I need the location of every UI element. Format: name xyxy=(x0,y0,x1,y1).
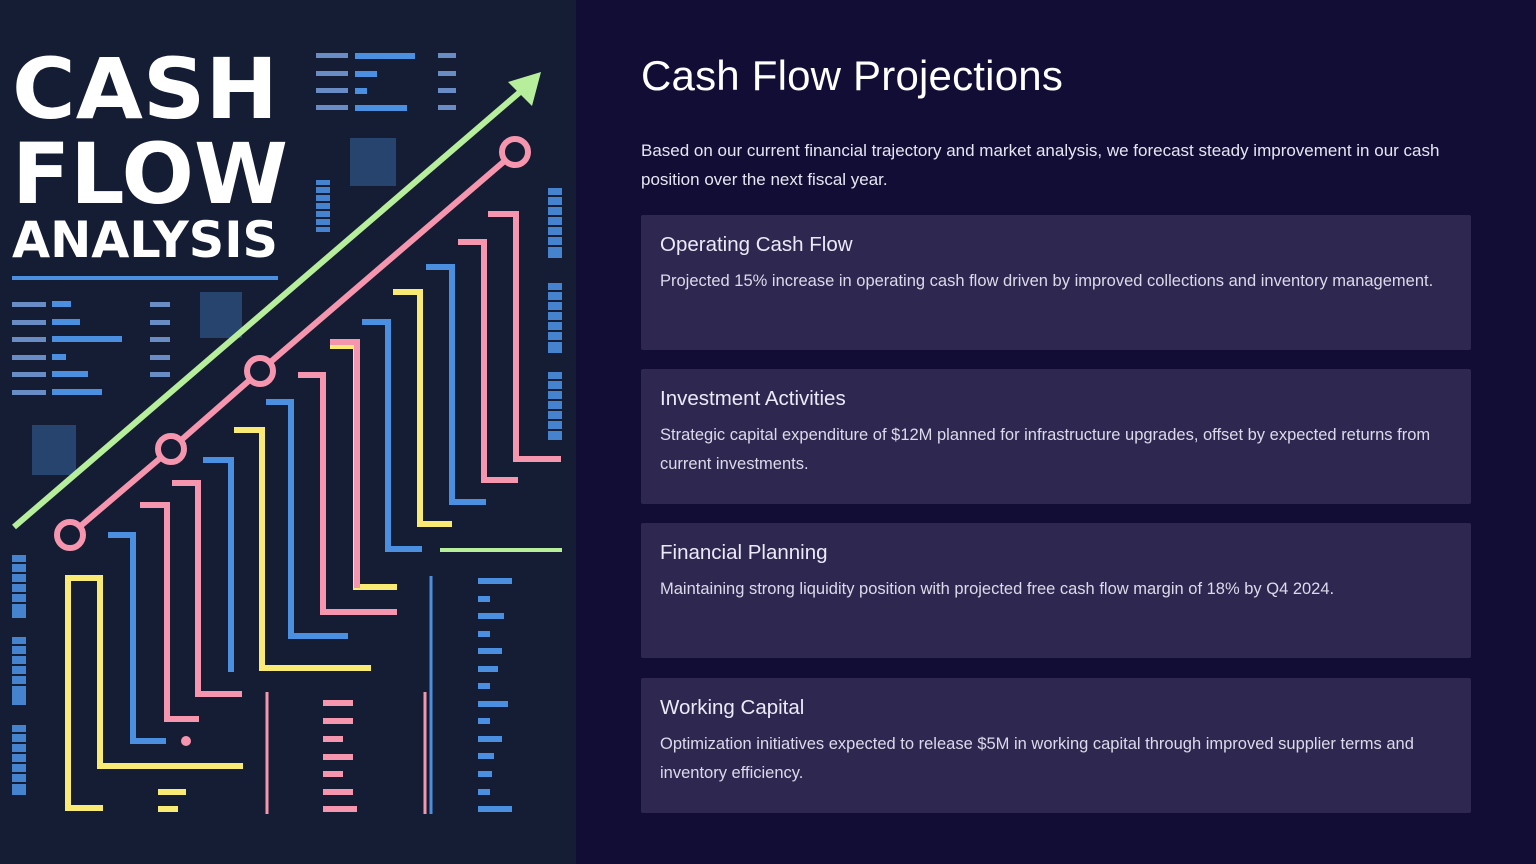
content-panel: Cash Flow Projections Based on our curre… xyxy=(576,0,1536,864)
decor-bars-top xyxy=(316,53,456,111)
card-text: Maintaining strong liquidity position wi… xyxy=(660,580,1335,598)
cash-flow-poster-graphic: CASH FLOW ANALYSIS xyxy=(6,40,568,814)
card-financial-planning: Financial Planning Maintaining strong li… xyxy=(641,523,1471,658)
card-working-capital: Working Capital Optimization initiatives… xyxy=(641,678,1471,813)
page-title: Cash Flow Projections xyxy=(641,52,1064,99)
poster-title-flow: FLOW xyxy=(12,125,288,223)
decor-bottom-bars xyxy=(158,548,562,814)
card-title: Operating Cash Flow xyxy=(660,233,853,256)
decor-bars-left xyxy=(12,301,170,395)
trend-line xyxy=(54,136,531,746)
card-title: Investment Activities xyxy=(660,387,846,410)
card-text: Optimization initiatives expected to rel… xyxy=(660,735,1414,782)
card-investment-activities: Investment Activities Strategic capital … xyxy=(641,369,1471,504)
card-operating-cash-flow: Operating Cash Flow Projected 15% increa… xyxy=(641,215,1471,350)
card-text: Strategic capital expenditure of $12M pl… xyxy=(660,426,1431,473)
card-title: Working Capital xyxy=(660,696,805,719)
poster-title-underline xyxy=(12,276,278,280)
card-text: Projected 15% increase in operating cash… xyxy=(660,272,1434,290)
card-title: Financial Planning xyxy=(660,541,828,564)
growth-arrow xyxy=(12,72,541,530)
decor-step-lines xyxy=(65,211,561,811)
poster-illustration: CASH FLOW ANALYSIS xyxy=(0,0,576,864)
decor-striped-columns xyxy=(12,138,562,795)
poster-title-analysis: ANALYSIS xyxy=(12,211,278,269)
poster-title-cash: CASH xyxy=(12,40,278,138)
intro-paragraph: Based on our current financial trajector… xyxy=(641,141,1440,189)
decor-stripe-overlay xyxy=(6,185,568,784)
